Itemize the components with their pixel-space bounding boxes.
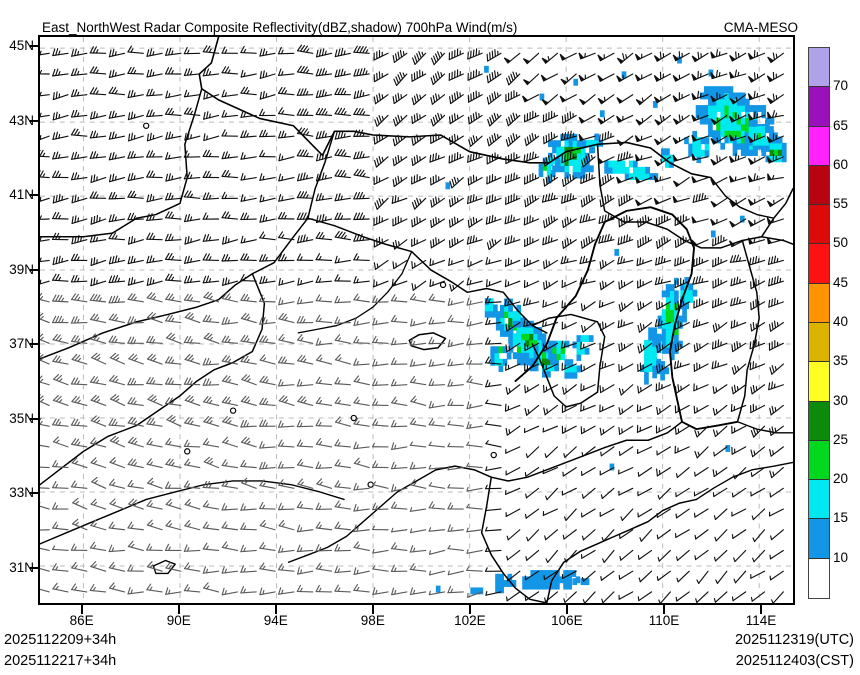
x-axis-label: 90E: [166, 613, 191, 628]
model-label: CMA-MESO: [723, 20, 798, 35]
x-tick: [371, 605, 374, 614]
colorbar-tick-label: 65: [833, 117, 849, 133]
colorbar-segment: [809, 440, 829, 481]
reflectivity-colorbar: [808, 47, 830, 599]
x-tick: [177, 605, 180, 614]
x-tick: [468, 605, 471, 614]
gridlines-layer: [40, 37, 793, 603]
x-axis-label: 94E: [263, 613, 288, 628]
colorbar-tick-label: 15: [833, 510, 849, 526]
chart-title: East_NorthWest Radar Composite Reflectiv…: [42, 20, 518, 35]
y-tick: [30, 45, 39, 48]
x-axis-label: 86E: [69, 613, 94, 628]
x-tick: [662, 605, 665, 614]
y-axis-label: 39N: [9, 261, 34, 277]
y-tick: [30, 343, 39, 346]
colorbar-tick-label: 35: [833, 353, 849, 369]
y-tick: [30, 268, 39, 271]
colorbar-tick-label: 55: [833, 196, 849, 212]
wind-barbs-layer: [40, 44, 784, 603]
y-tick: [30, 492, 39, 495]
y-axis-label: 33N: [9, 485, 34, 501]
colorbar-segment: [809, 205, 829, 245]
y-axis-label: 43N: [9, 112, 34, 128]
x-axis-label: 98E: [360, 613, 385, 628]
x-axis-label: 102E: [454, 613, 486, 628]
footer-init-line1: 2025112209+34h: [4, 632, 117, 648]
colorbar-tick-label: 10: [833, 549, 849, 565]
map-plot-area: [38, 35, 795, 605]
y-axis-label: 37N: [9, 336, 34, 352]
y-axis-label: 41N: [9, 187, 34, 203]
footer-init-line2: 2025112217+34h: [4, 653, 117, 669]
colorbar-segment: [809, 480, 829, 520]
x-axis-label: 110E: [648, 613, 680, 628]
colorbar-tick-label: 70: [833, 78, 849, 94]
map-boundaries-layer: [40, 37, 793, 603]
x-tick: [80, 605, 83, 614]
colorbar-segment: [809, 48, 829, 88]
colorbar-segment: [809, 165, 829, 206]
colorbar-segment: [809, 244, 829, 284]
colorbar-segment: [809, 558, 829, 598]
y-axis-label: 35N: [9, 410, 34, 426]
colorbar-tick-label: 45: [833, 274, 849, 290]
colorbar-segment: [809, 126, 829, 166]
colorbar-segment: [809, 401, 829, 441]
colorbar-segment: [809, 362, 829, 402]
y-tick: [30, 566, 39, 569]
colorbar-tick-label: 25: [833, 431, 849, 447]
colorbar-tick-label: 20: [833, 471, 849, 487]
y-tick: [30, 119, 39, 122]
x-tick: [565, 605, 568, 614]
y-axis-label: 45N: [9, 38, 34, 54]
colorbar-tick-label: 30: [833, 392, 849, 408]
colorbar-tick-label: 60: [833, 156, 849, 172]
y-axis-label: 31N: [9, 559, 34, 575]
colorbar-segment: [809, 283, 829, 323]
colorbar-tick-label: 50: [833, 235, 849, 251]
x-tick: [760, 605, 763, 614]
x-axis-label: 106E: [551, 613, 583, 628]
x-tick: [274, 605, 277, 614]
y-tick: [30, 417, 39, 420]
x-axis-label: 114E: [745, 613, 777, 628]
colorbar-segment: [809, 322, 829, 363]
footer-valid-cst: 2025112403(CST): [735, 653, 854, 669]
colorbar-segment: [809, 519, 829, 559]
colorbar-segment: [809, 87, 829, 127]
y-tick: [30, 194, 39, 197]
footer-valid-utc: 2025112319(UTC): [734, 632, 854, 648]
colorbar-tick-label: 40: [833, 314, 849, 329]
